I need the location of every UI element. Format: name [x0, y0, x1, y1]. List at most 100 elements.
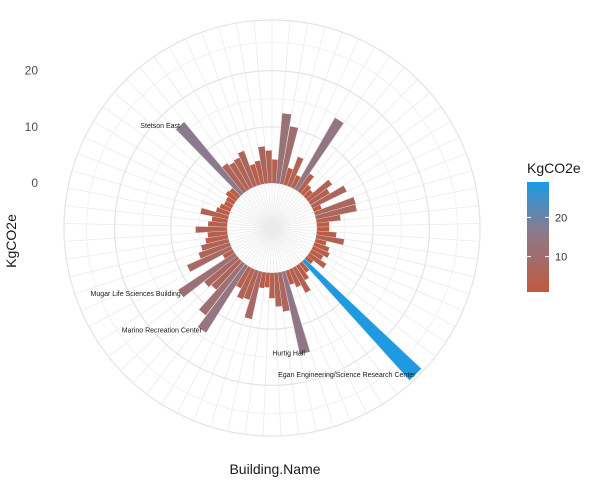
- radial-gridline: [271, 227, 383, 405]
- y-tick-label: 0: [31, 176, 38, 190]
- radial-gridline: [184, 38, 273, 229]
- y-axis-title: KgCO2e: [3, 214, 19, 268]
- bar: [304, 255, 314, 264]
- radial-gridline: [271, 227, 351, 421]
- bar: [200, 208, 229, 220]
- radial-gridline: [271, 153, 467, 229]
- radial-gridline: [271, 67, 405, 229]
- bar: [276, 113, 292, 184]
- legend-title: KgCO2e: [527, 160, 581, 176]
- bar: [259, 272, 267, 289]
- bar: [254, 160, 265, 185]
- radial-gridline: [271, 136, 460, 229]
- radial-gridline: [153, 56, 273, 229]
- bar: [222, 249, 235, 259]
- radial-gridline: [271, 92, 430, 229]
- legend-tick-label: 10: [555, 252, 567, 264]
- bar: [198, 242, 231, 259]
- bar: [211, 216, 228, 223]
- bar: [312, 204, 322, 212]
- radial-gridline: [88, 227, 273, 328]
- radial-gridline: [139, 67, 273, 229]
- bar: [265, 150, 272, 184]
- bar: [314, 238, 327, 246]
- color-legend: KgCO2e 10 20: [527, 160, 581, 292]
- bar: [187, 246, 233, 272]
- bar: [307, 252, 327, 269]
- bar: [178, 252, 237, 298]
- radial-gridline: [271, 227, 398, 395]
- bar: [281, 271, 310, 355]
- bar: [306, 179, 333, 202]
- bar: [197, 264, 248, 333]
- radial-gridline: [271, 227, 475, 278]
- bars: [176, 113, 422, 381]
- bar: [204, 255, 240, 287]
- radial-gridline: [84, 136, 273, 229]
- legend-colorbar: [527, 182, 549, 292]
- bar: [229, 162, 250, 191]
- bar: [269, 272, 275, 299]
- bar: [205, 234, 229, 244]
- radial-gridline: [114, 92, 273, 229]
- radial-gridline: [93, 121, 273, 229]
- radial-gridline: [120, 227, 273, 371]
- bar: [297, 173, 314, 194]
- bar: [207, 221, 228, 227]
- radial-gridline: [271, 205, 479, 229]
- bar: [303, 189, 313, 199]
- radial-gridline: [244, 227, 273, 435]
- bar: [215, 207, 230, 216]
- bar: [302, 258, 422, 381]
- radial-gridline: [271, 223, 481, 229]
- ring-gridline: [142, 98, 402, 358]
- bar: [236, 266, 252, 289]
- bar: [299, 261, 310, 273]
- radial-gridline: [271, 227, 480, 242]
- radial-gridline: [271, 227, 335, 427]
- radial-gridline: [271, 227, 412, 384]
- bar: [311, 246, 330, 258]
- radial-gridline: [176, 227, 273, 414]
- radial-gridline: [271, 227, 470, 295]
- ring-gridline: [170, 126, 374, 330]
- radial-gridline: [74, 227, 273, 295]
- radial-gridline: [209, 227, 273, 427]
- outer-ring: [63, 19, 481, 437]
- bar: [219, 203, 232, 212]
- radial-gridline: [271, 227, 300, 435]
- bar-label: Marino Recreation Center: [122, 327, 203, 334]
- radial-gridline: [271, 227, 478, 260]
- bar: [199, 261, 245, 316]
- ring-gridline: [114, 70, 430, 386]
- radial-gridline: [271, 20, 291, 229]
- bar: [222, 163, 247, 194]
- bar-label: Stetson East: [140, 123, 180, 130]
- radial-gridline: [63, 223, 273, 229]
- radial-gridline: [193, 227, 273, 421]
- bar-label: Mugar Life Sciences Building: [91, 291, 181, 298]
- legend-tick-label: 20: [555, 212, 567, 224]
- bar: [224, 200, 234, 209]
- legend-ticks: 10 20: [527, 212, 567, 264]
- radial-gridline: [71, 170, 273, 229]
- bar: [316, 231, 337, 238]
- bar: [225, 196, 236, 205]
- y-axis-ticks: 0 10 20: [25, 64, 39, 190]
- bar-label: Hurtig Hall: [272, 351, 305, 358]
- bar: [316, 222, 330, 227]
- bar: [289, 268, 301, 288]
- bar: [207, 231, 228, 238]
- radial-gridline: [146, 227, 273, 395]
- x-axis-title: Building.Name: [229, 461, 320, 477]
- radial-gridline: [271, 227, 456, 328]
- radial-gridline: [97, 227, 273, 343]
- bar: [279, 126, 299, 185]
- radial-gridline: [77, 153, 273, 229]
- bar: [264, 272, 270, 288]
- radial-gridline: [65, 205, 273, 229]
- radial-gridline: [271, 227, 317, 432]
- radial-gridline: [102, 106, 273, 229]
- bar: [285, 269, 295, 285]
- radial-gridline: [271, 46, 376, 229]
